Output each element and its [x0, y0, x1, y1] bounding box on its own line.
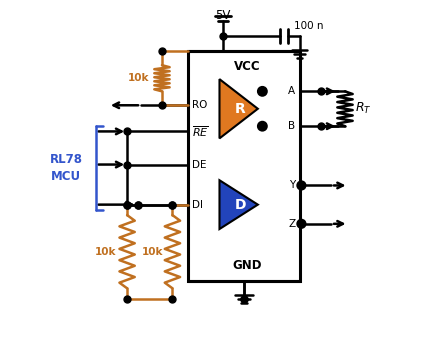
Text: Y: Y — [289, 181, 295, 190]
Polygon shape — [219, 79, 258, 138]
Text: A: A — [288, 86, 295, 96]
Text: 10k: 10k — [95, 247, 116, 257]
Text: GND: GND — [232, 259, 262, 272]
Circle shape — [298, 220, 305, 228]
Bar — [188, 51, 300, 281]
Circle shape — [258, 87, 267, 96]
Text: B: B — [288, 121, 295, 131]
Text: $\overline{RE}$: $\overline{RE}$ — [192, 124, 209, 139]
Text: $R_T$: $R_T$ — [355, 101, 372, 116]
Text: 5V: 5V — [215, 9, 231, 22]
Polygon shape — [219, 180, 258, 229]
Text: 10k: 10k — [128, 73, 150, 83]
Text: MCU: MCU — [51, 170, 81, 183]
Text: VCC: VCC — [234, 61, 260, 74]
Text: 10k: 10k — [142, 247, 164, 257]
Text: DI: DI — [192, 199, 203, 210]
Text: RL78: RL78 — [50, 153, 83, 166]
Circle shape — [258, 122, 267, 131]
Text: RO: RO — [192, 100, 208, 110]
Text: 100 n: 100 n — [295, 21, 324, 31]
Text: R: R — [235, 102, 246, 116]
Text: DE: DE — [192, 160, 207, 169]
Circle shape — [298, 182, 305, 189]
Text: D: D — [235, 198, 246, 212]
Text: Z: Z — [288, 219, 295, 229]
